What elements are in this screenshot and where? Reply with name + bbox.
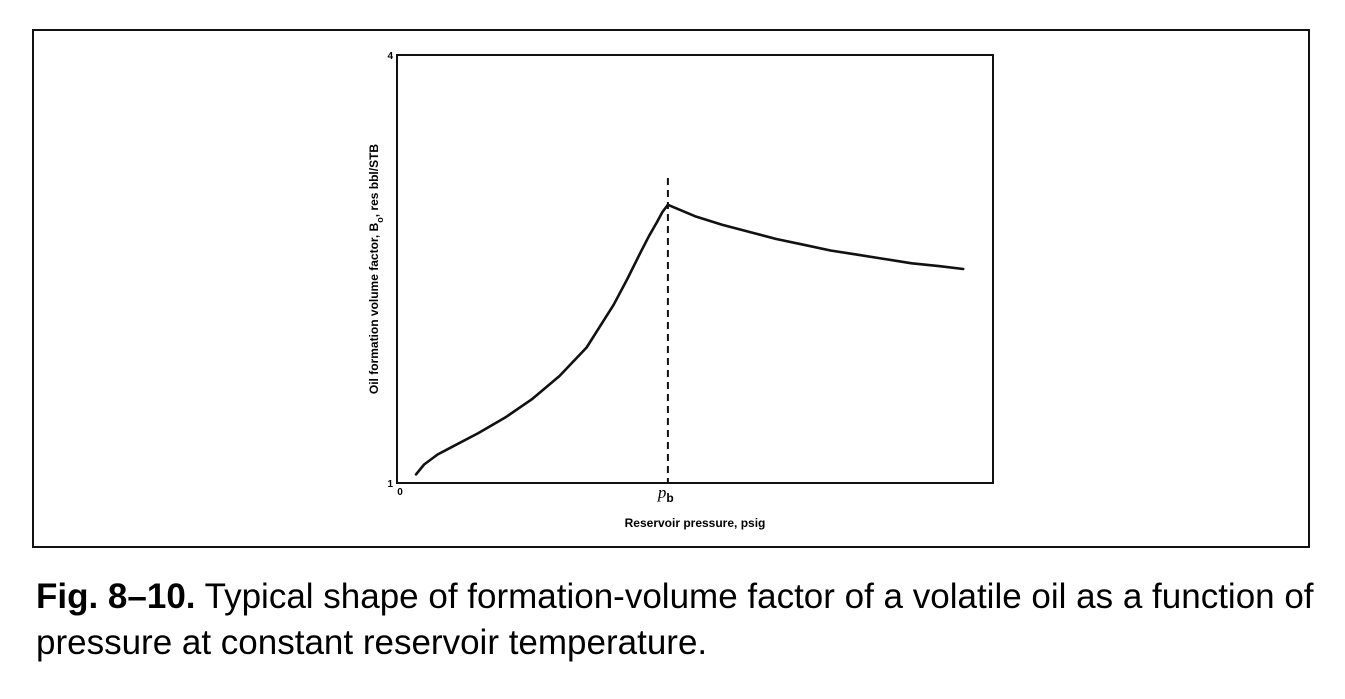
figure-number: Fig. 8–10. [36, 577, 196, 616]
figure-caption: Fig. 8–10. Typical shape of formation-vo… [36, 574, 1326, 666]
chart: 1 4 0 pb Reservoir pressure, psig Oil forma… [367, 51, 994, 530]
series-curve-1 [666, 203, 965, 271]
x-tick-label-1: pb [657, 483, 674, 505]
x-tick-label-0: 0 [397, 487, 403, 498]
y-axis-title: Oil formation volume factor, Bo, res bbl… [367, 144, 385, 395]
plot-area-frame [396, 54, 994, 484]
y-tick-label-0: 1 [387, 479, 393, 490]
y-tick-label-1: 4 [387, 51, 393, 62]
x-axis-title: Reservoir pressure, psig [625, 516, 766, 530]
figure-frame [32, 29, 1310, 548]
caption-text: Typical shape of formation-volume factor… [36, 577, 1314, 662]
series-curve-0 [414, 203, 670, 476]
